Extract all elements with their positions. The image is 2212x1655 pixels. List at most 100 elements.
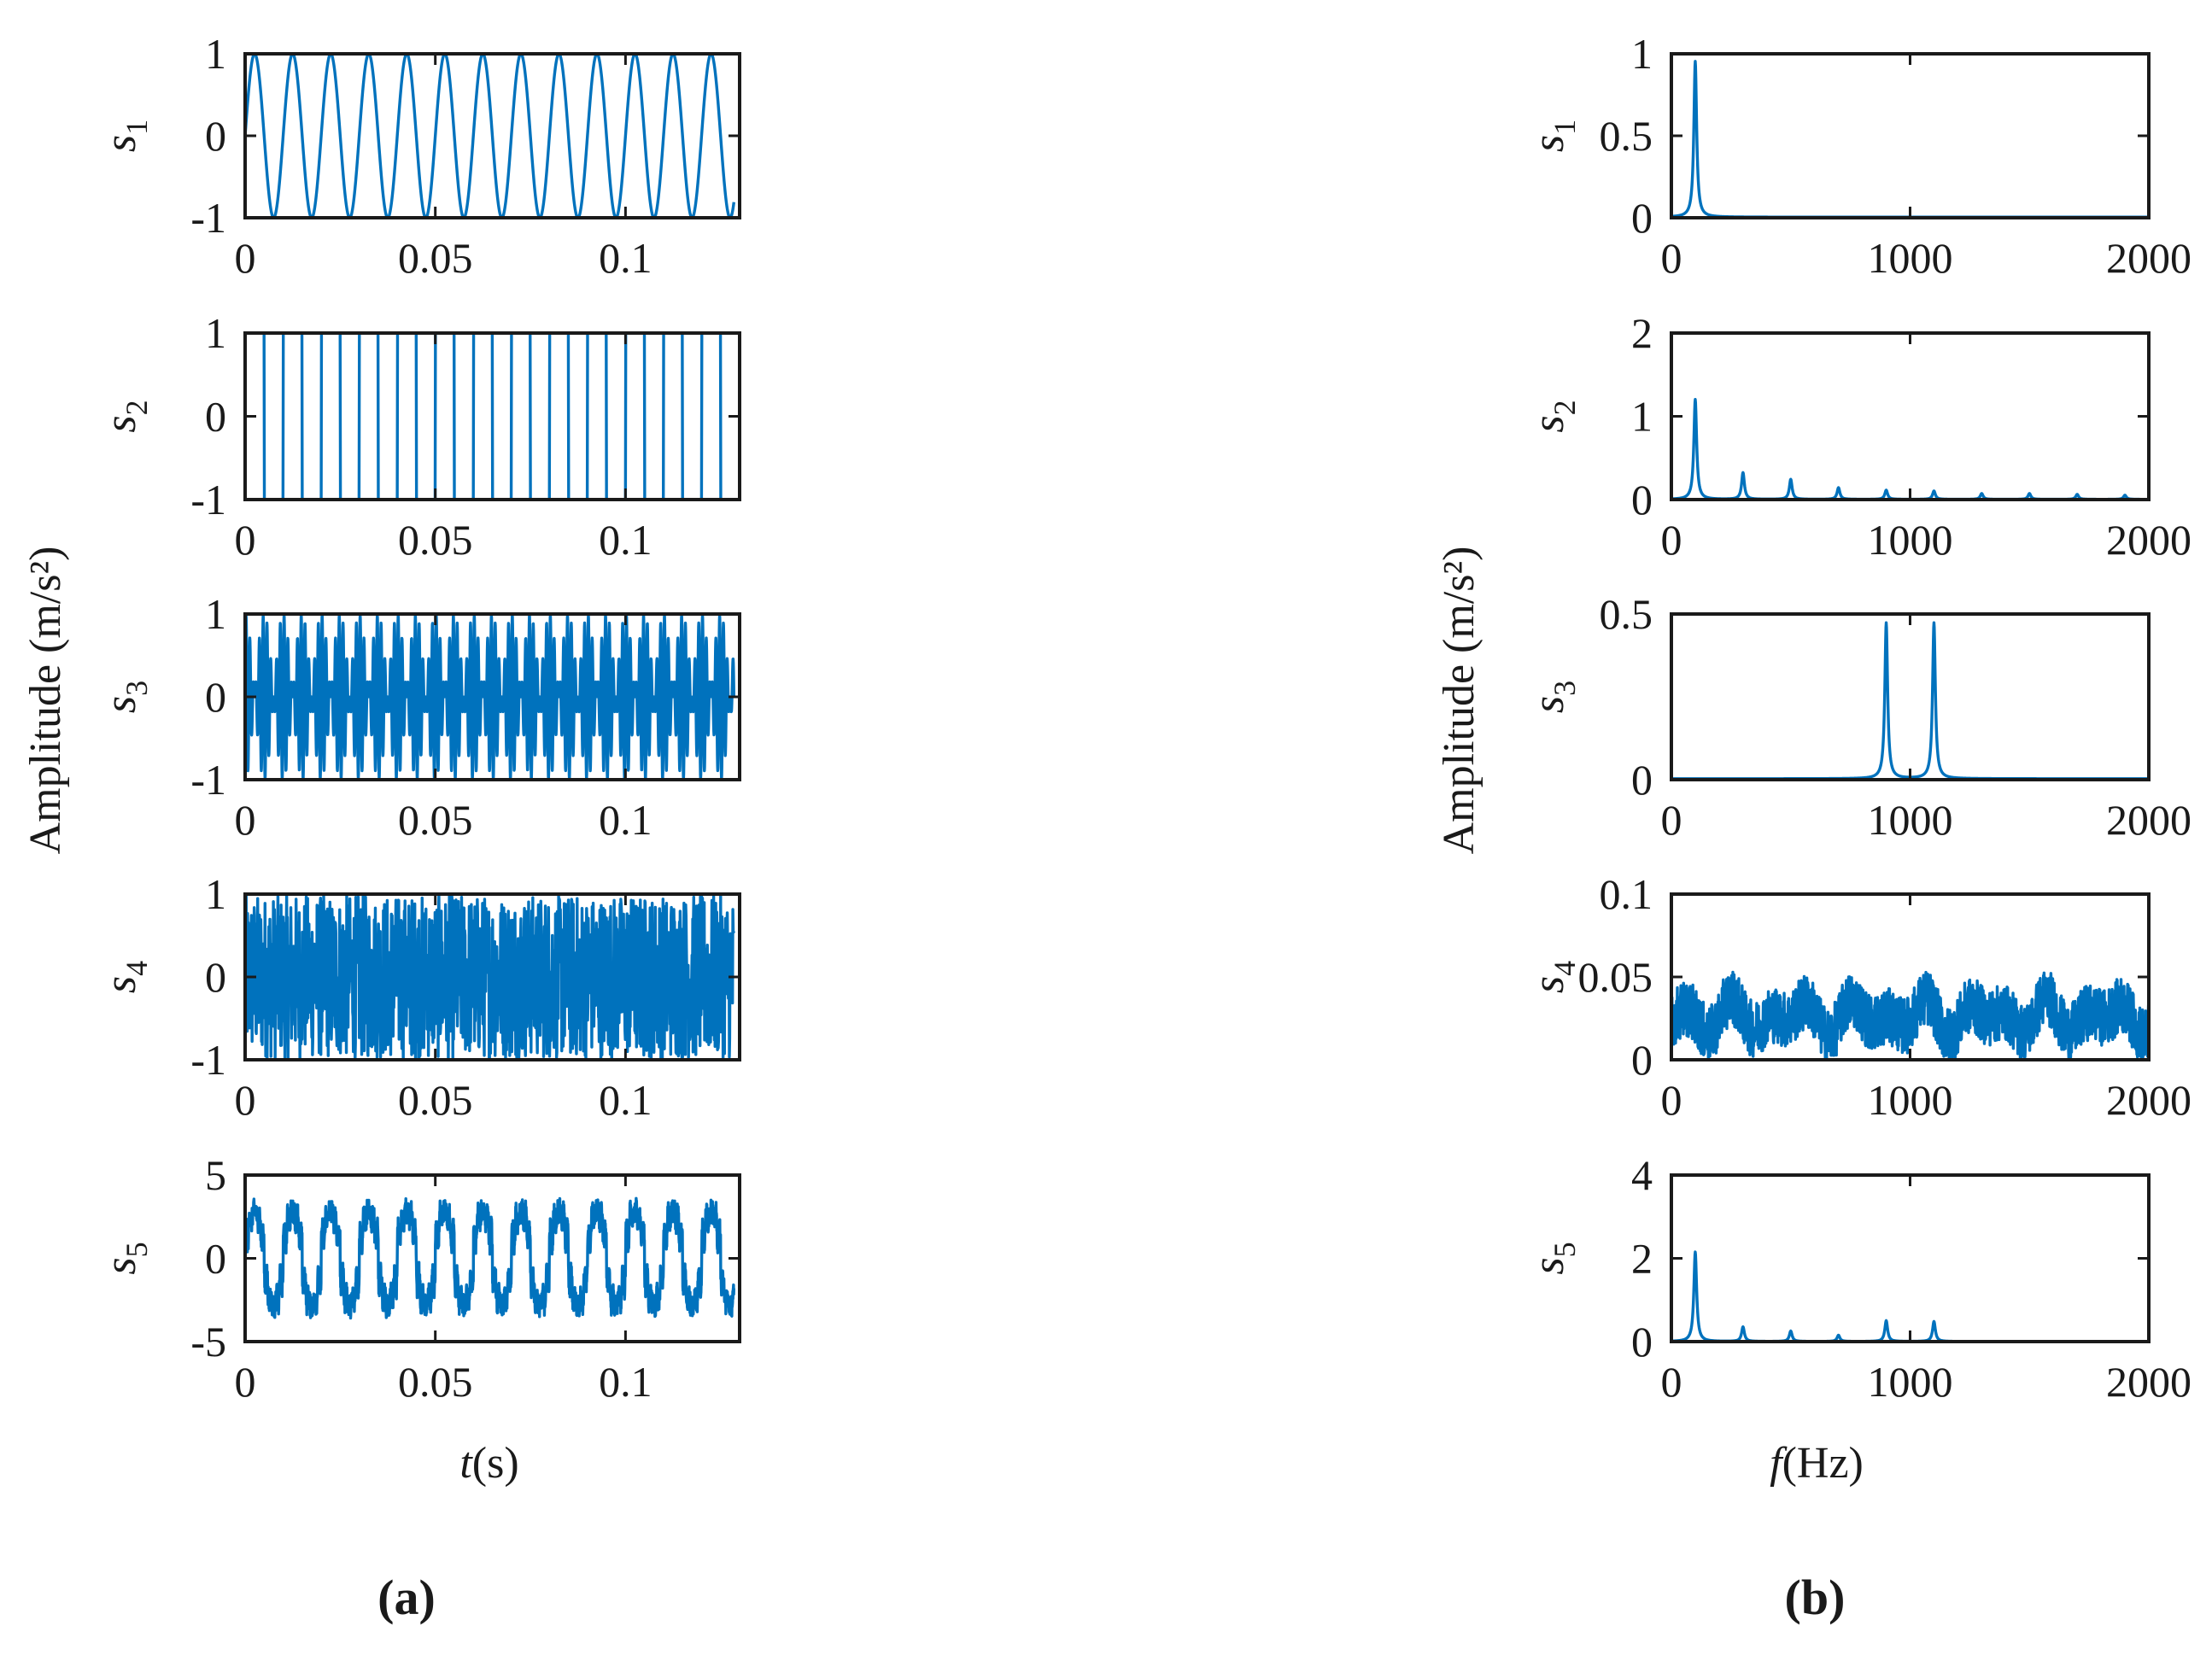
x-tick-label: 0 <box>1661 234 1682 282</box>
y-tick-label: 5 <box>205 1151 226 1199</box>
ylabel-subscript: 1 <box>1548 120 1582 135</box>
ylabel-s5: s5 <box>1524 1242 1582 1274</box>
ylabel-symbol: s <box>1524 415 1573 432</box>
y-tick-label: 0.5 <box>1600 112 1653 160</box>
ylabel-symbol: s <box>97 135 145 152</box>
x-tick-label: 0.1 <box>599 234 652 282</box>
y-tick-label: 0 <box>205 1235 226 1283</box>
y-tick-label: 0 <box>205 673 226 721</box>
y-tick-label: 1 <box>205 870 226 918</box>
left-xlabel-unit: (s) <box>472 1439 519 1488</box>
series-line-s1 <box>245 54 736 218</box>
x-tick-label: 0.1 <box>599 516 652 564</box>
y-tick-label: 0 <box>1631 476 1653 523</box>
y-tick-label: 1 <box>205 30 226 78</box>
ylabel-s3: s3 <box>97 681 154 713</box>
series-line-s2 <box>245 333 735 500</box>
left-xlabel-var: t <box>459 1439 473 1488</box>
ylabel-symbol: s <box>1524 1257 1573 1274</box>
ylabel-s1: s1 <box>1524 120 1582 152</box>
series-line-s4 <box>245 894 735 1060</box>
ylabel-subscript: 3 <box>1548 681 1582 696</box>
x-tick-label: 0 <box>1661 1358 1682 1406</box>
ylabel-subscript: 2 <box>1548 400 1582 415</box>
left-xlabel: t(s) <box>459 1439 518 1488</box>
series-line-s5 <box>1671 1250 2149 1342</box>
x-tick-label: 0.05 <box>398 1076 473 1124</box>
y-tick-label: -1 <box>190 194 226 242</box>
x-tick-label: 2000 <box>2106 1358 2192 1406</box>
ylabel-s2: s2 <box>1524 400 1582 432</box>
y-tick-label: 2 <box>1631 309 1653 357</box>
left-ylabel: Amplitude (m/s²) <box>21 547 70 855</box>
x-tick-label: 0.1 <box>599 1076 652 1124</box>
series-line-s4 <box>1671 970 2149 1060</box>
x-tick-label: 0 <box>235 796 256 844</box>
x-tick-label: 2000 <box>2106 234 2192 282</box>
y-tick-label: 0 <box>1631 194 1653 242</box>
y-tick-label: 1 <box>1631 393 1653 441</box>
y-tick-label: 0 <box>205 953 226 1001</box>
ylabel-symbol: s <box>97 976 145 993</box>
ylabel-s4: s4 <box>97 961 154 993</box>
ylabel-subscript: 5 <box>1548 1242 1582 1257</box>
x-tick-label: 1000 <box>1868 1076 1953 1124</box>
subplot-b-s5: 0 1000 2000 0 2 4 s5 <box>1524 1151 2192 1406</box>
ylabel-symbol: s <box>1524 696 1573 713</box>
series-line-s2 <box>1671 397 2149 500</box>
y-tick-label: 0 <box>205 112 226 160</box>
series-line-s1 <box>1671 60 2149 218</box>
y-tick-label: 0 <box>1631 756 1653 804</box>
x-tick-label: 0 <box>1661 796 1682 844</box>
x-tick-label: 0 <box>1661 1076 1682 1124</box>
x-tick-label: 1000 <box>1868 796 1953 844</box>
y-tick-label: 1 <box>205 590 226 638</box>
ylabel-symbol: s <box>97 415 145 432</box>
panel-label-a: (a) <box>377 1570 436 1625</box>
y-tick-label: 1 <box>205 309 226 357</box>
axes-box <box>1670 52 2151 219</box>
ylabel-s5: s5 <box>97 1242 154 1274</box>
y-tick-label: 0 <box>1631 1036 1653 1084</box>
panel-label-b: (b) <box>1785 1570 1846 1625</box>
axes-box <box>1670 1173 2151 1343</box>
x-tick-label: 0.05 <box>398 796 473 844</box>
x-tick-label: 0.05 <box>398 516 473 564</box>
ylabel-subscript: 1 <box>120 120 154 135</box>
right-ylabel: Amplitude (m/s²) <box>1435 547 1483 855</box>
ylabel-subscript: 4 <box>1548 961 1582 976</box>
y-tick-label: -1 <box>190 756 226 804</box>
x-tick-label: 0 <box>235 1358 256 1406</box>
y-tick-label: 2 <box>1631 1235 1653 1283</box>
right-xlabel: f(Hz) <box>1770 1439 1864 1488</box>
x-tick-label: 0.1 <box>599 796 652 844</box>
y-tick-label: 4 <box>1631 1151 1653 1199</box>
x-tick-label: 0 <box>235 1076 256 1124</box>
ylabel-symbol: s <box>97 1257 145 1274</box>
x-tick-label: 1000 <box>1868 1358 1953 1406</box>
series-line-s3 <box>245 614 736 780</box>
x-tick-label: 0.1 <box>599 1358 652 1406</box>
x-tick-label: 2000 <box>2106 516 2192 564</box>
ylabel-symbol: s <box>97 696 145 713</box>
ylabel-subscript: 4 <box>120 961 154 976</box>
x-tick-label: 0 <box>235 516 256 564</box>
ylabel-symbol: s <box>1524 135 1573 152</box>
y-tick-label: 0.05 <box>1578 953 1653 1001</box>
x-tick-label: 2000 <box>2106 796 2192 844</box>
ylabel-s4: s4 <box>1524 961 1582 993</box>
ylabel-subscript: 2 <box>120 400 154 415</box>
x-tick-label: 0 <box>1661 516 1682 564</box>
x-tick-label: 0 <box>235 234 256 282</box>
y-tick-label: 1 <box>1631 30 1653 78</box>
subplot-b-s4: 0 1000 2000 0 0.05 0.1 s4 <box>1524 870 2192 1124</box>
ylabel-s1: s1 <box>97 120 154 152</box>
y-tick-label: -1 <box>190 476 226 523</box>
